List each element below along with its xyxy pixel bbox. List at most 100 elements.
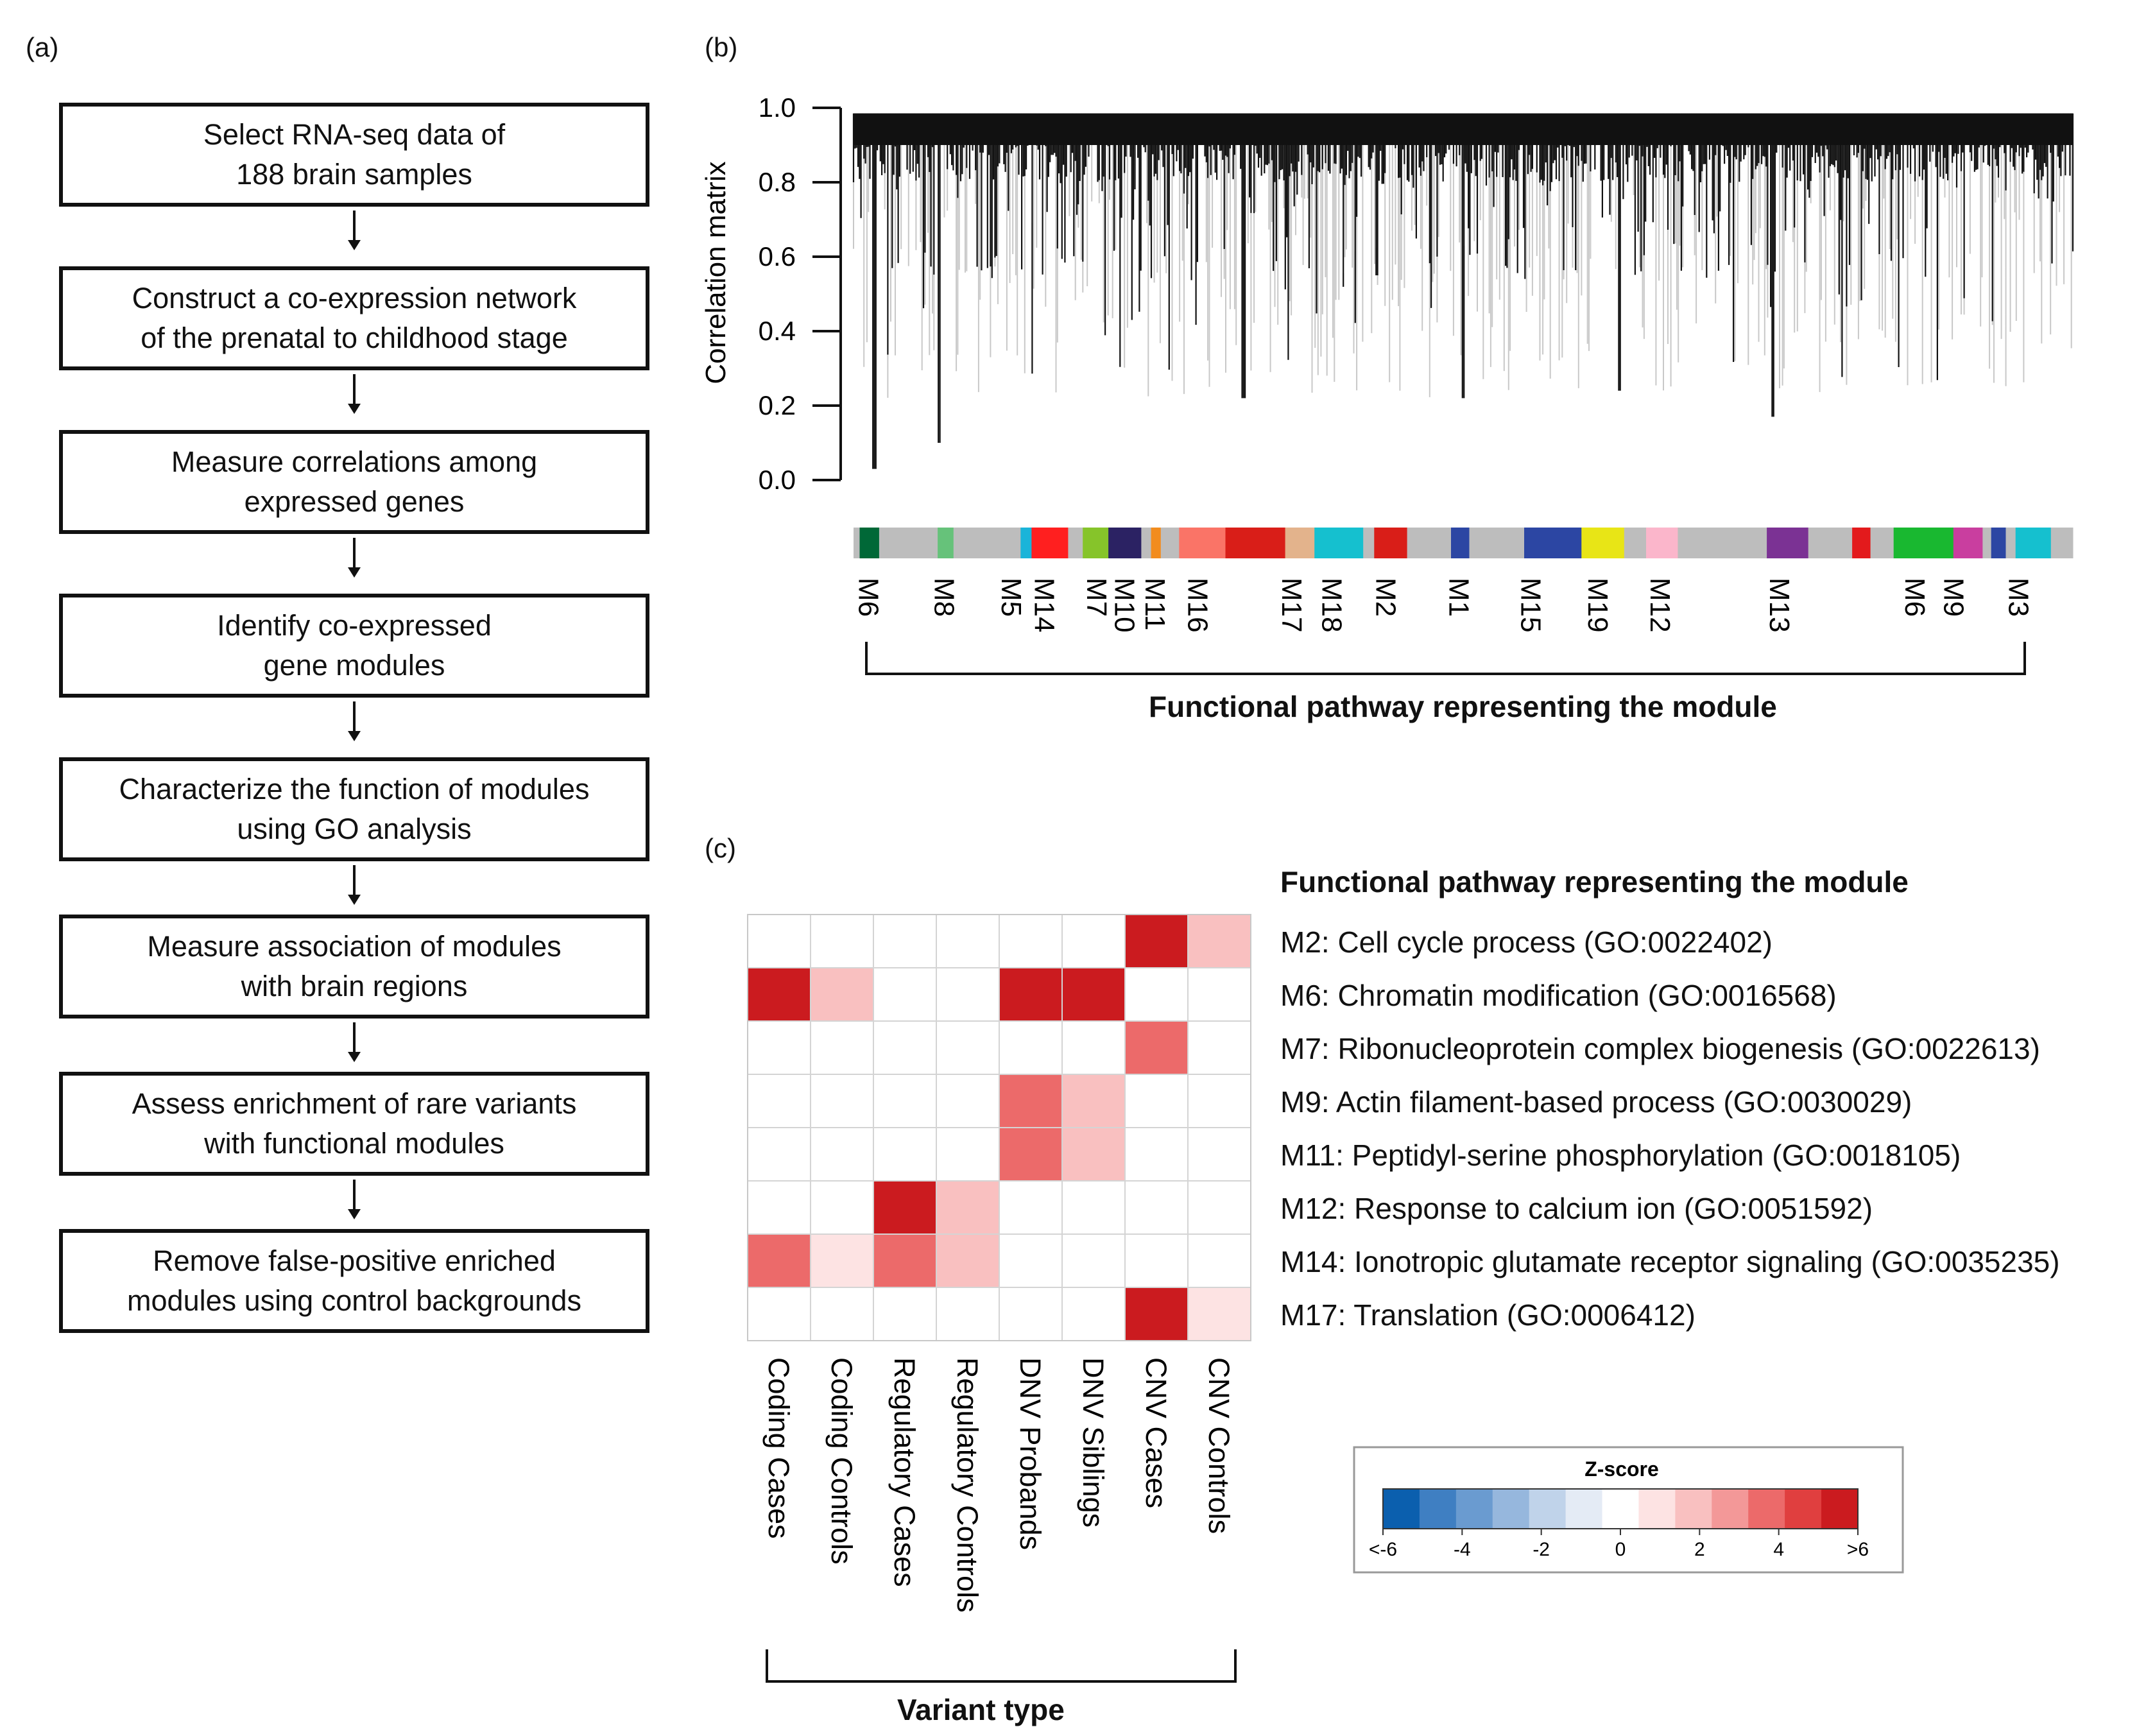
module-label: M9 — [1938, 578, 1970, 617]
heatmap-cell — [936, 1233, 1000, 1288]
module-color-segment — [1374, 528, 1408, 558]
flow-step-8: Remove false-positive enriched modules u… — [59, 1229, 649, 1333]
dendrogram-tree — [852, 113, 2074, 469]
heatmap-column-label: Regulatory Cases — [888, 1357, 921, 1587]
dendrogram-leaf-tails — [853, 119, 2072, 469]
heatmap-column-label: Coding Controls — [825, 1357, 858, 1565]
module-color-segment — [1031, 528, 1069, 558]
flow-step-5: Characterize the function of modules usi… — [59, 757, 649, 861]
module-color-segment — [1870, 528, 1894, 558]
heatmap-cell — [1187, 1020, 1251, 1075]
heatmap-column-labels: Coding Cases Coding Controls Regulatory Ca… — [762, 1357, 1235, 1613]
heatmap-cell — [873, 1233, 937, 1288]
y-tick-label: 1.0 — [759, 92, 796, 123]
module-color-segment — [2015, 528, 2052, 558]
legend-tick-label: -4 — [1454, 1539, 1471, 1560]
pathway-row-label: M12: Response to calcium ion (GO:0051592… — [1280, 1192, 1873, 1225]
legend-swatch — [1602, 1489, 1639, 1529]
flow-step-7: Assess enrichment of rare variants with … — [59, 1072, 649, 1176]
heatmap-cell — [1124, 1074, 1189, 1128]
flow-arrow — [348, 538, 361, 578]
heatmap-cell — [747, 1020, 811, 1075]
heatmap-cell — [810, 1180, 874, 1235]
heatmap-cell — [810, 1127, 874, 1182]
heatmap-cell — [999, 1020, 1063, 1075]
legend-swatch — [1785, 1489, 1822, 1529]
heatmap-cell — [1124, 1180, 1189, 1235]
heatmap-cell — [1124, 1127, 1189, 1182]
heatmap-cell — [873, 1127, 937, 1182]
module-color-strip — [854, 528, 2073, 558]
legend-swatch — [1675, 1489, 1712, 1529]
legend-tick-label: 2 — [1694, 1539, 1705, 1560]
flow-step-3: Measure correlations among expressed gen… — [59, 430, 649, 534]
legend-swatch — [1455, 1489, 1493, 1529]
heatmap-cell — [999, 1074, 1063, 1128]
heatmap-cell — [810, 1233, 874, 1288]
pathway-row-label: M17: Translation (GO:0006412) — [1280, 1298, 1696, 1332]
module-color-segment — [1451, 528, 1470, 558]
heatmap-cell — [747, 1233, 811, 1288]
heatmap-cell — [810, 967, 874, 1022]
heatmap-column-label: DNV Probands — [1014, 1357, 1047, 1550]
module-color-segment — [1141, 528, 1152, 558]
heatmap-cell — [1187, 914, 1251, 968]
module-color-segment — [1407, 528, 1452, 558]
heatmap-cell — [1187, 1233, 1251, 1288]
heatmap-cell — [999, 967, 1063, 1022]
flow-arrow — [348, 865, 361, 905]
legend-tick-label: <-6 — [1369, 1539, 1397, 1560]
heatmap-cell — [1061, 914, 1126, 968]
panel-label-a: (a) — [26, 32, 59, 62]
legend-swatch — [1383, 1489, 1420, 1529]
module-color-segment — [1678, 528, 1767, 558]
module-color-segment — [1982, 528, 1992, 558]
heatmap-cell — [936, 1020, 1000, 1075]
module-color-segment — [1646, 528, 1678, 558]
heatmap-cell — [873, 1180, 937, 1235]
heatmap-cell — [1124, 1233, 1189, 1288]
module-color-segment — [953, 528, 1021, 558]
pathway-row-label: M7: Ribonucleoprotein complex biogenesis… — [1280, 1032, 2040, 1065]
module-color-segment — [2005, 528, 2016, 558]
heatmap-cell — [1187, 1287, 1251, 1341]
module-label: M2 — [1369, 578, 1401, 617]
heatmap-cell — [936, 1180, 1000, 1235]
legend-swatch — [1638, 1489, 1676, 1529]
module-label: M16 — [1182, 578, 1214, 633]
heatmap-cell — [1061, 1020, 1126, 1075]
heatmap-cell — [936, 914, 1000, 968]
pathway-list-title: Functional pathway representing the modu… — [1280, 865, 1909, 898]
heatmap-cell — [999, 1180, 1063, 1235]
heatmap-cell — [1061, 1180, 1126, 1235]
module-label: M6 — [853, 578, 884, 617]
module-color-segment — [1068, 528, 1083, 558]
y-tick-label: 0.2 — [759, 390, 796, 420]
module-label: M11 — [1139, 578, 1171, 630]
heatmap-cell — [999, 914, 1063, 968]
legend-tick-label: -2 — [1533, 1539, 1550, 1560]
module-color-segment — [1808, 528, 1853, 558]
panel-label-c: (c) — [705, 833, 736, 863]
heatmap-cell — [1187, 1074, 1251, 1128]
y-tick-label: 0.6 — [759, 241, 796, 271]
heatmap-cell — [747, 1180, 811, 1235]
module-color-segment — [1314, 528, 1364, 558]
module-label: M6 — [1899, 578, 1930, 617]
heatmap-cell — [1061, 1074, 1126, 1128]
flow-arrow — [348, 374, 361, 414]
module-label: M12 — [1644, 578, 1676, 633]
module-color-segment — [1524, 528, 1582, 558]
module-color-segment — [1225, 528, 1286, 558]
heatmap-cell — [936, 1287, 1000, 1341]
module-color-segment — [854, 528, 860, 558]
heatmap-cell — [936, 1074, 1000, 1128]
heatmap-cell — [1124, 1287, 1189, 1341]
heatmap-cell — [747, 967, 811, 1022]
flow-arrow — [348, 211, 361, 250]
heatmap-cell — [747, 914, 811, 968]
module-color-segment — [938, 528, 954, 558]
heatmap-cell — [1061, 967, 1126, 1022]
pathway-row-label: M9: Actin filament-based process (GO:003… — [1280, 1085, 1912, 1119]
